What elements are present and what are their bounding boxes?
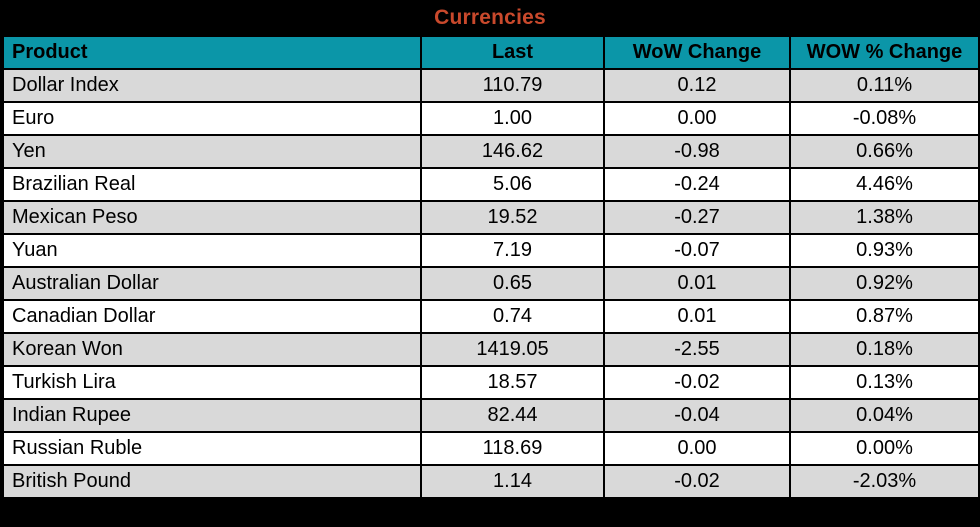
- wow-pct-change-cell[interactable]: 0.18%: [789, 332, 980, 367]
- title-bar: Currencies: [0, 0, 980, 35]
- last-cell[interactable]: 19.52: [420, 200, 605, 235]
- col-header-wow-pct-change[interactable]: WOW % Change: [789, 35, 980, 70]
- table-row: Indian Rupee 82.44 -0.04 0.04%: [2, 398, 980, 433]
- currencies-table: Product Last WoW Change WOW % Change Dol…: [2, 35, 980, 499]
- wow-pct-change-cell[interactable]: -0.08%: [789, 101, 980, 136]
- last-cell[interactable]: 18.57: [420, 365, 605, 400]
- wow-change-cell[interactable]: -0.24: [603, 167, 791, 202]
- wow-change-cell[interactable]: 0.00: [603, 101, 791, 136]
- wow-change-cell[interactable]: -0.04: [603, 398, 791, 433]
- wow-pct-change-cell[interactable]: 0.04%: [789, 398, 980, 433]
- table-row: Russian Ruble 118.69 0.00 0.00%: [2, 431, 980, 466]
- table-title: Currencies: [434, 5, 546, 29]
- wow-pct-change-cell[interactable]: 0.66%: [789, 134, 980, 169]
- wow-change-cell[interactable]: 0.01: [603, 299, 791, 334]
- wow-pct-change-cell[interactable]: 0.00%: [789, 431, 980, 466]
- table-row: Canadian Dollar 0.74 0.01 0.87%: [2, 299, 980, 334]
- last-cell[interactable]: 110.79: [420, 68, 605, 103]
- col-header-last[interactable]: Last: [420, 35, 605, 70]
- col-header-product[interactable]: Product: [2, 35, 422, 70]
- product-cell[interactable]: Euro: [2, 101, 422, 136]
- table-row: Yuan 7.19 -0.07 0.93%: [2, 233, 980, 268]
- product-cell[interactable]: British Pound: [2, 464, 422, 499]
- table-row: Australian Dollar 0.65 0.01 0.92%: [2, 266, 980, 301]
- last-cell[interactable]: 0.74: [420, 299, 605, 334]
- product-cell[interactable]: Australian Dollar: [2, 266, 422, 301]
- last-cell[interactable]: 146.62: [420, 134, 605, 169]
- product-cell[interactable]: Yuan: [2, 233, 422, 268]
- wow-change-cell[interactable]: 0.12: [603, 68, 791, 103]
- wow-change-cell[interactable]: -0.07: [603, 233, 791, 268]
- wow-change-cell[interactable]: 0.01: [603, 266, 791, 301]
- last-cell[interactable]: 5.06: [420, 167, 605, 202]
- last-cell[interactable]: 0.65: [420, 266, 605, 301]
- wow-pct-change-cell[interactable]: 0.93%: [789, 233, 980, 268]
- table-row: Euro 1.00 0.00 -0.08%: [2, 101, 980, 136]
- last-cell[interactable]: 118.69: [420, 431, 605, 466]
- wow-pct-change-cell[interactable]: 0.13%: [789, 365, 980, 400]
- table-row: Turkish Lira 18.57 -0.02 0.13%: [2, 365, 980, 400]
- wow-pct-change-cell[interactable]: 0.92%: [789, 266, 980, 301]
- wow-change-cell[interactable]: -0.98: [603, 134, 791, 169]
- product-cell[interactable]: Canadian Dollar: [2, 299, 422, 334]
- last-cell[interactable]: 82.44: [420, 398, 605, 433]
- table-row: Dollar Index 110.79 0.12 0.11%: [2, 68, 980, 103]
- product-cell[interactable]: Turkish Lira: [2, 365, 422, 400]
- wow-pct-change-cell[interactable]: -2.03%: [789, 464, 980, 499]
- product-cell[interactable]: Indian Rupee: [2, 398, 422, 433]
- last-cell[interactable]: 1.00: [420, 101, 605, 136]
- table-row: Brazilian Real 5.06 -0.24 4.46%: [2, 167, 980, 202]
- table-row: British Pound 1.14 -0.02 -2.03%: [2, 464, 980, 499]
- wow-change-cell[interactable]: -2.55: [603, 332, 791, 367]
- product-cell[interactable]: Brazilian Real: [2, 167, 422, 202]
- wow-change-cell[interactable]: -0.02: [603, 464, 791, 499]
- header-row: Product Last WoW Change WOW % Change: [2, 35, 980, 70]
- table-row: Mexican Peso 19.52 -0.27 1.38%: [2, 200, 980, 235]
- product-cell[interactable]: Yen: [2, 134, 422, 169]
- wow-pct-change-cell[interactable]: 1.38%: [789, 200, 980, 235]
- last-cell[interactable]: 7.19: [420, 233, 605, 268]
- table-row: Yen 146.62 -0.98 0.66%: [2, 134, 980, 169]
- product-cell[interactable]: Russian Ruble: [2, 431, 422, 466]
- col-header-wow-change[interactable]: WoW Change: [603, 35, 791, 70]
- product-cell[interactable]: Dollar Index: [2, 68, 422, 103]
- last-cell[interactable]: 1.14: [420, 464, 605, 499]
- wow-pct-change-cell[interactable]: 0.11%: [789, 68, 980, 103]
- wow-change-cell[interactable]: -0.02: [603, 365, 791, 400]
- product-cell[interactable]: Korean Won: [2, 332, 422, 367]
- last-cell[interactable]: 1419.05: [420, 332, 605, 367]
- wow-pct-change-cell[interactable]: 0.87%: [789, 299, 980, 334]
- table-row: Korean Won 1419.05 -2.55 0.18%: [2, 332, 980, 367]
- table-body: Dollar Index 110.79 0.12 0.11% Euro 1.00 0.00-…: [2, 68, 980, 499]
- wow-change-cell[interactable]: -0.27: [603, 200, 791, 235]
- table-header: Product Last WoW Change WOW % Change: [2, 35, 980, 70]
- product-cell[interactable]: Mexican Peso: [2, 200, 422, 235]
- wow-change-cell[interactable]: 0.00: [603, 431, 791, 466]
- wow-pct-change-cell[interactable]: 4.46%: [789, 167, 980, 202]
